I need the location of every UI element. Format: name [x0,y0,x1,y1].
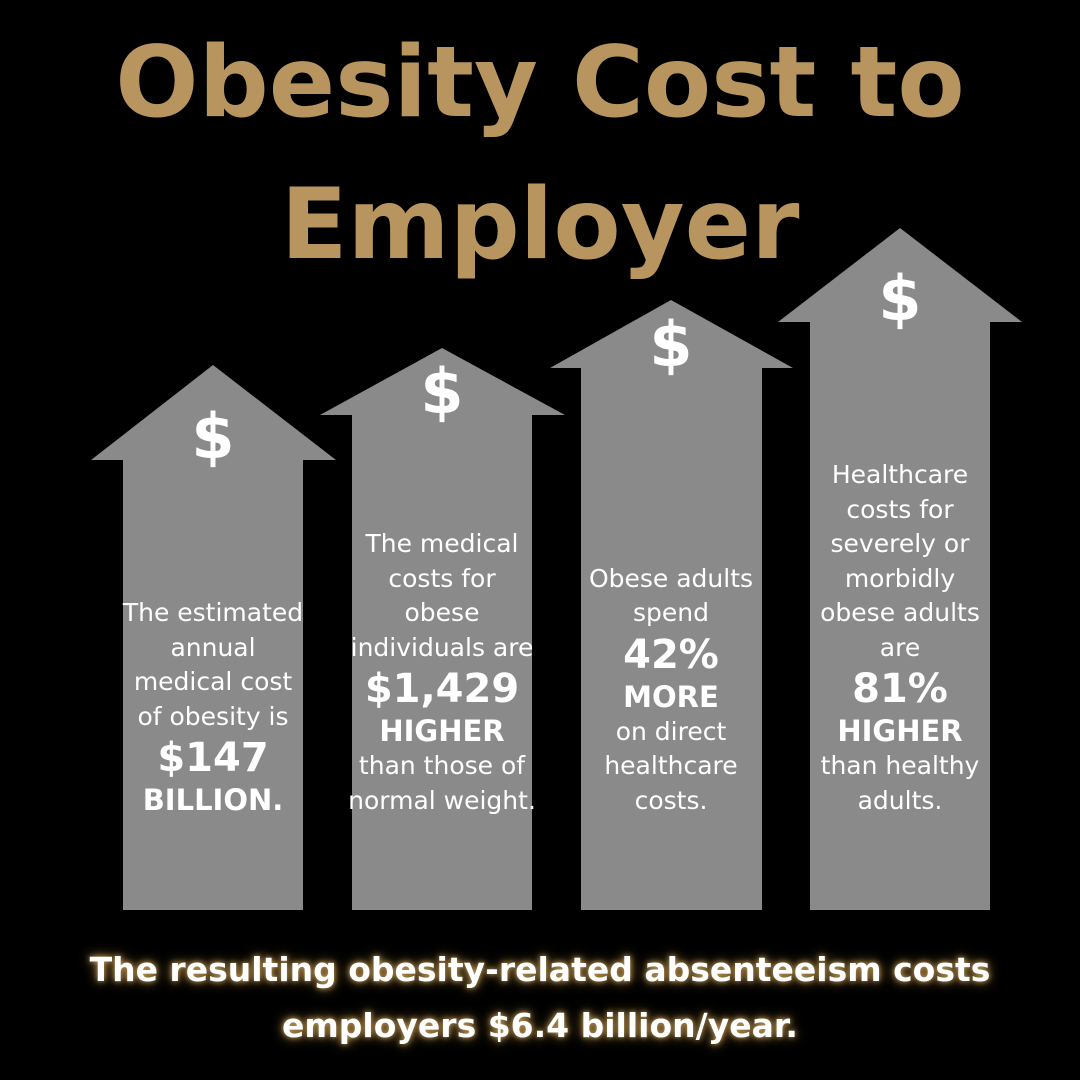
emphasis: HIGHER [837,714,963,748]
emphasis: BILLION. [142,783,284,817]
description-end: on direct healthcare costs. [604,716,738,815]
description: The medical costs for obese individuals … [350,529,534,662]
dollar-sign: $ [420,355,464,428]
value: $1,429 [364,666,520,712]
description-end: than healthy adults. [820,751,980,815]
footer: The resulting obesity-related absenteeis… [89,950,991,1045]
arrow-text: Healthcare costs for severely or morbidl… [805,458,995,818]
dollar-sign: $ [191,400,235,473]
value: 42% [623,631,719,678]
arrow [778,228,1022,910]
arrow-text: The estimated annual medical cost of obe… [118,596,308,818]
arrow [91,365,336,910]
title: Obesity Cost to Employer [115,26,965,282]
value: 81% [852,666,948,712]
emphasis: HIGHER [379,714,505,748]
value: $147 [157,735,269,781]
arrow [320,348,565,910]
arrow-text: The medical costs for obese individuals … [347,527,537,818]
emphasis: MORE [623,679,719,714]
description: Healthcare costs for severely or morbidl… [820,460,980,662]
dollar-sign: $ [649,308,693,381]
description: The estimated annual medical cost of obe… [122,598,304,731]
description-end: than those of normal weight. [348,751,536,815]
arrow [550,300,793,910]
description: Obese adults spend [588,563,754,628]
dollar-sign: $ [878,262,922,335]
arrow-text: Obese adults spend 42% MORE on direct healt… [576,562,766,819]
